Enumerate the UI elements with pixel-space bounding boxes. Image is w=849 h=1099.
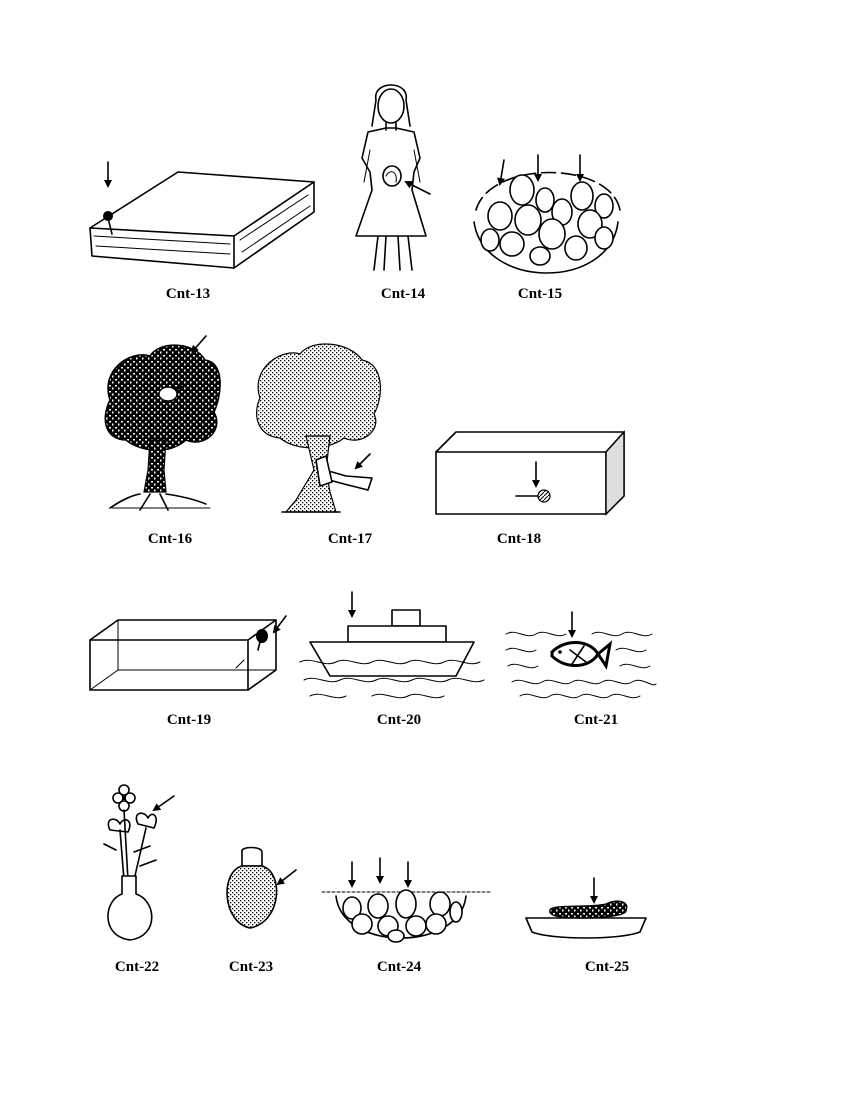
figure-label: Cnt-25 (585, 959, 629, 975)
figure-label: Cnt-24 (377, 959, 422, 975)
pointer-arrow (404, 181, 431, 195)
figure-cnt-19: Cnt-19 (89, 615, 287, 728)
flower-icon (112, 784, 136, 812)
figure-cnt-25: Cnt-25 (525, 877, 647, 975)
figure-label: Cnt-22 (115, 959, 159, 975)
figure-label: Cnt-18 (497, 531, 541, 547)
figure-cnt-22: Cnt-22 (103, 784, 175, 975)
figure-label: Cnt-13 (166, 286, 210, 302)
figure-cnt-24: Cnt-24 (321, 857, 493, 975)
figure-label: Cnt-17 (328, 531, 373, 547)
pointer-arrow (497, 159, 505, 186)
figure-cnt-20: Cnt-20 (299, 591, 485, 728)
figure-label: Cnt-19 (167, 712, 211, 728)
tree-canopy (256, 343, 381, 449)
balloon-icon (256, 629, 268, 643)
figure-label: Cnt-20 (377, 712, 421, 728)
figure-label: Cnt-21 (574, 712, 618, 728)
figure-cnt-15: Cnt-15 (473, 154, 621, 302)
pin-head (103, 211, 113, 221)
pointer-arrow (276, 869, 297, 886)
figure-cnt-14: Cnt-14 (355, 84, 431, 302)
figure-cnt-16: Cnt-16 (104, 335, 221, 547)
figure-cnt-18: Cnt-18 (435, 430, 625, 547)
figure-label: Cnt-16 (148, 531, 193, 547)
figure-label: Cnt-23 (229, 959, 273, 975)
figure-label: Cnt-14 (381, 286, 426, 302)
tray-object (549, 900, 628, 919)
pin-head (537, 489, 551, 503)
egg-cluster (342, 889, 463, 943)
bird-icon (158, 386, 178, 402)
water-waves (299, 659, 485, 699)
egg-cluster (480, 174, 614, 266)
fish-icon (550, 640, 613, 670)
pointer-arrow (272, 615, 287, 634)
water-waves (505, 631, 657, 699)
pointer-arrow (354, 453, 371, 470)
figure-cnt-13: Cnt-13 (89, 161, 315, 302)
figure-label: Cnt-15 (518, 286, 562, 302)
figure-cnt-17: Cnt-17 (256, 343, 381, 547)
figure-cnt-21: Cnt-21 (505, 611, 657, 728)
figure-cnt-23: Cnt-23 (226, 846, 297, 975)
jar-body (226, 865, 278, 929)
fetus-icon (382, 165, 402, 187)
pointer-arrow (152, 795, 175, 812)
axe-icon (315, 455, 373, 491)
